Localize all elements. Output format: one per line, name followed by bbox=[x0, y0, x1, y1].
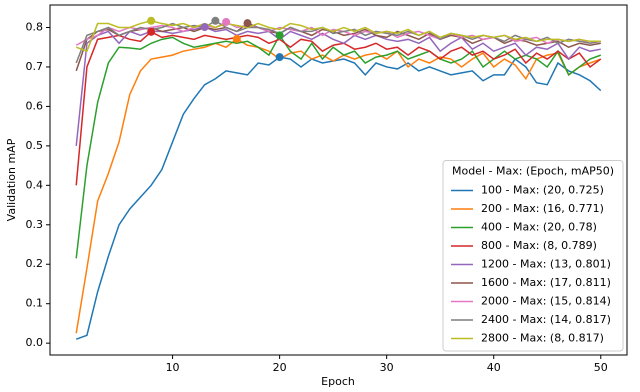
max-marker bbox=[200, 23, 209, 32]
y-tick-label: 0.6 bbox=[26, 99, 44, 112]
max-marker bbox=[222, 17, 231, 26]
y-axis-label: Validation mAP bbox=[5, 138, 18, 221]
legend-label: 400 - Max: (20, 0.78) bbox=[481, 221, 597, 234]
x-tick-label: 40 bbox=[487, 361, 501, 374]
legend-box bbox=[442, 160, 624, 352]
legend-title: Model - Max: (Epoch, mAP50) bbox=[452, 165, 614, 178]
y-tick-label: 0.7 bbox=[26, 60, 44, 73]
y-tick-label: 0.1 bbox=[26, 297, 44, 310]
y-tick-label: 0.2 bbox=[26, 257, 44, 270]
legend-label: 2000 - Max: (15, 0.814) bbox=[481, 295, 611, 308]
legend-label: 2800 - Max: (8, 0.817) bbox=[481, 332, 604, 345]
y-tick-label: 0.0 bbox=[26, 336, 44, 349]
series-line bbox=[75, 30, 602, 186]
max-marker bbox=[275, 53, 284, 62]
max-marker bbox=[147, 27, 156, 36]
series-line bbox=[75, 56, 602, 340]
legend-label: 1200 - Max: (13, 0.801) bbox=[481, 258, 611, 271]
x-tick-label: 50 bbox=[594, 361, 608, 374]
y-tick-label: 0.5 bbox=[26, 139, 44, 152]
legend-label: 200 - Max: (16, 0.771) bbox=[481, 202, 604, 215]
x-tick-label: 20 bbox=[273, 361, 287, 374]
y-tick-label: 0.4 bbox=[26, 178, 44, 191]
max-marker bbox=[232, 34, 241, 43]
x-tick-label: 30 bbox=[380, 361, 394, 374]
series-line bbox=[75, 21, 601, 46]
y-tick-label: 0.8 bbox=[26, 20, 44, 33]
plot-frame bbox=[49, 4, 628, 356]
legend-label: 800 - Max: (8, 0.789) bbox=[481, 239, 597, 252]
series-line bbox=[75, 33, 602, 259]
max-marker bbox=[211, 16, 220, 25]
series-line bbox=[75, 19, 601, 64]
legend-label: 100 - Max: (20, 0.725) bbox=[481, 184, 604, 197]
max-marker bbox=[275, 31, 284, 40]
max-marker bbox=[147, 16, 156, 25]
x-axis-label: Epoch bbox=[321, 375, 355, 388]
legend-label: 2400 - Max: (14, 0.817) bbox=[481, 313, 611, 326]
y-tick-label: 0.3 bbox=[26, 218, 44, 231]
series-line bbox=[75, 38, 602, 334]
max-marker bbox=[243, 19, 252, 28]
legend-label: 1600 - Max: (17, 0.811) bbox=[481, 276, 611, 289]
series-line bbox=[75, 20, 601, 53]
x-tick-label: 10 bbox=[166, 361, 180, 374]
